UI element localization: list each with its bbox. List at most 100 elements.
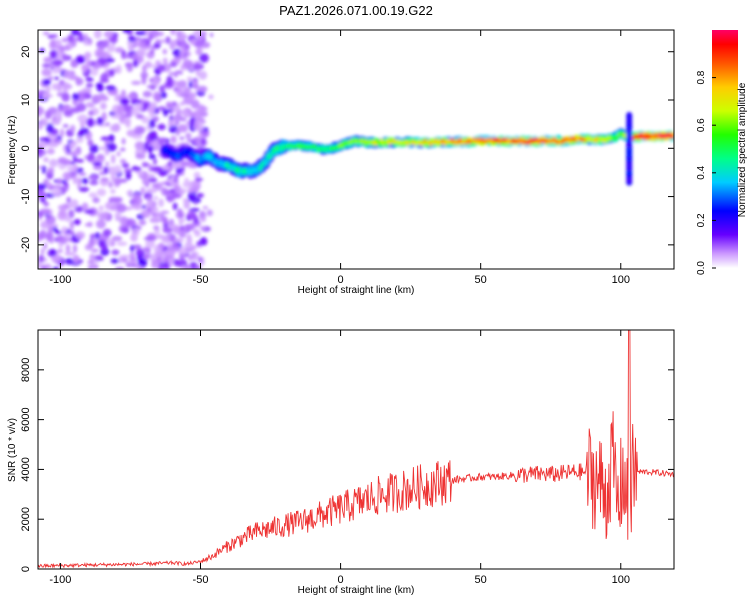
noise-blob: [170, 222, 174, 229]
noise-blob: [183, 109, 188, 119]
noise-blob: [42, 91, 47, 100]
noise-blob: [38, 147, 44, 154]
noise-blob: [131, 80, 142, 85]
noise-blob: [72, 93, 80, 100]
noise-blob: [136, 49, 145, 58]
noise-blob: [47, 167, 55, 174]
noise-blob: [57, 204, 68, 211]
noise-blob: [194, 230, 201, 237]
noise-blob: [150, 49, 155, 55]
noise-blob: [93, 30, 102, 39]
noise-blob: [177, 36, 182, 42]
noise-blob: [92, 197, 100, 204]
noise-blob: [184, 241, 193, 249]
noise-blob: [100, 177, 110, 182]
noise-blob: [68, 209, 75, 219]
noise-blob: [210, 32, 214, 38]
noise-blob: [108, 134, 115, 143]
noise-blob: [133, 58, 139, 68]
noise-blob: [177, 208, 183, 214]
noise-blob: [81, 202, 89, 211]
noise-blob: [87, 260, 95, 265]
noise-blob: [154, 92, 163, 103]
noise-blob: [169, 39, 176, 50]
snr-x-label: Height of straight line (km): [298, 585, 415, 596]
noise-blob: [78, 186, 90, 192]
noise-blob: [111, 249, 120, 256]
noise-blob: [148, 119, 156, 129]
noise-blob: [54, 76, 59, 81]
noise-blob: [38, 261, 42, 269]
noise-blob: [73, 219, 81, 225]
noise-blob: [98, 146, 109, 151]
y-tick-label: 20: [20, 46, 32, 58]
noise-blob: [151, 211, 157, 217]
noise-blob: [49, 249, 57, 257]
y-tick-label: 4000: [20, 457, 32, 481]
noise-blob: [90, 248, 99, 253]
noise-blob: [52, 115, 57, 122]
noise-blob: [87, 39, 93, 46]
noise-blob: [64, 172, 71, 182]
noise-blob: [38, 137, 50, 142]
y-tick-label: -20: [20, 237, 32, 253]
colorbar: 0.0 0.2 0.4 0.6 0.8 Normalized spectral ampl…: [696, 30, 748, 275]
noise-blob: [61, 226, 68, 232]
noise-blob: [76, 31, 83, 36]
colorbar-gradient: [712, 30, 738, 268]
colorbar-tick-label: 0.2: [696, 213, 707, 227]
noise-blob: [184, 43, 190, 51]
x-tick-label: 50: [475, 274, 487, 286]
noise-blob: [180, 101, 185, 106]
noise-blob: [160, 91, 167, 99]
noise-blob: [114, 94, 120, 102]
noise-blob: [170, 79, 175, 84]
noise-blob: [102, 39, 110, 48]
y-tick-label: 10: [20, 94, 32, 106]
noise-blob: [41, 165, 47, 174]
snr-x-ticks: -100 -50 0 50 100: [49, 330, 630, 586]
noise-blob: [186, 264, 191, 269]
noise-blob: [180, 44, 186, 49]
noise-blob: [173, 113, 183, 122]
noise-blob: [157, 106, 167, 111]
noise-blob: [48, 76, 54, 81]
noise-blob: [62, 82, 70, 90]
noise-blob: [76, 136, 84, 144]
noise-blob: [65, 243, 71, 253]
noise-blob: [165, 249, 176, 257]
noise-blob: [114, 211, 122, 220]
noise-blob: [38, 183, 47, 190]
noise-blob: [42, 31, 50, 36]
noise-blob: [126, 259, 138, 265]
noise-blob: [137, 258, 148, 267]
noise-blob: [199, 53, 209, 63]
noise-blob: [116, 203, 127, 213]
noise-blob: [61, 179, 68, 184]
noise-blob: [188, 224, 195, 228]
noise-blob: [96, 153, 105, 163]
noise-blob: [94, 49, 104, 58]
noise-blob: [153, 195, 158, 201]
noise-blob: [130, 244, 135, 253]
noise-blob: [149, 30, 159, 38]
noise-blob: [51, 83, 60, 91]
noise-blob: [115, 47, 124, 53]
noise-blob: [93, 165, 104, 171]
noise-blob: [195, 48, 203, 56]
noise-blob: [43, 57, 53, 63]
noise-blob: [116, 106, 125, 116]
noise-blob: [179, 220, 183, 226]
noise-blob: [141, 116, 150, 124]
noise-blob: [179, 93, 190, 98]
noise-blob: [147, 199, 153, 206]
noise-blob: [196, 265, 201, 269]
noise-blob: [49, 39, 58, 49]
x-tick-label: 0: [338, 274, 344, 286]
noise-blob: [131, 167, 142, 171]
noise-blob: [172, 243, 180, 248]
noise-blob: [172, 101, 177, 106]
noise-blob: [180, 265, 186, 269]
noise-blob: [38, 106, 45, 116]
noise-blob: [141, 247, 151, 252]
